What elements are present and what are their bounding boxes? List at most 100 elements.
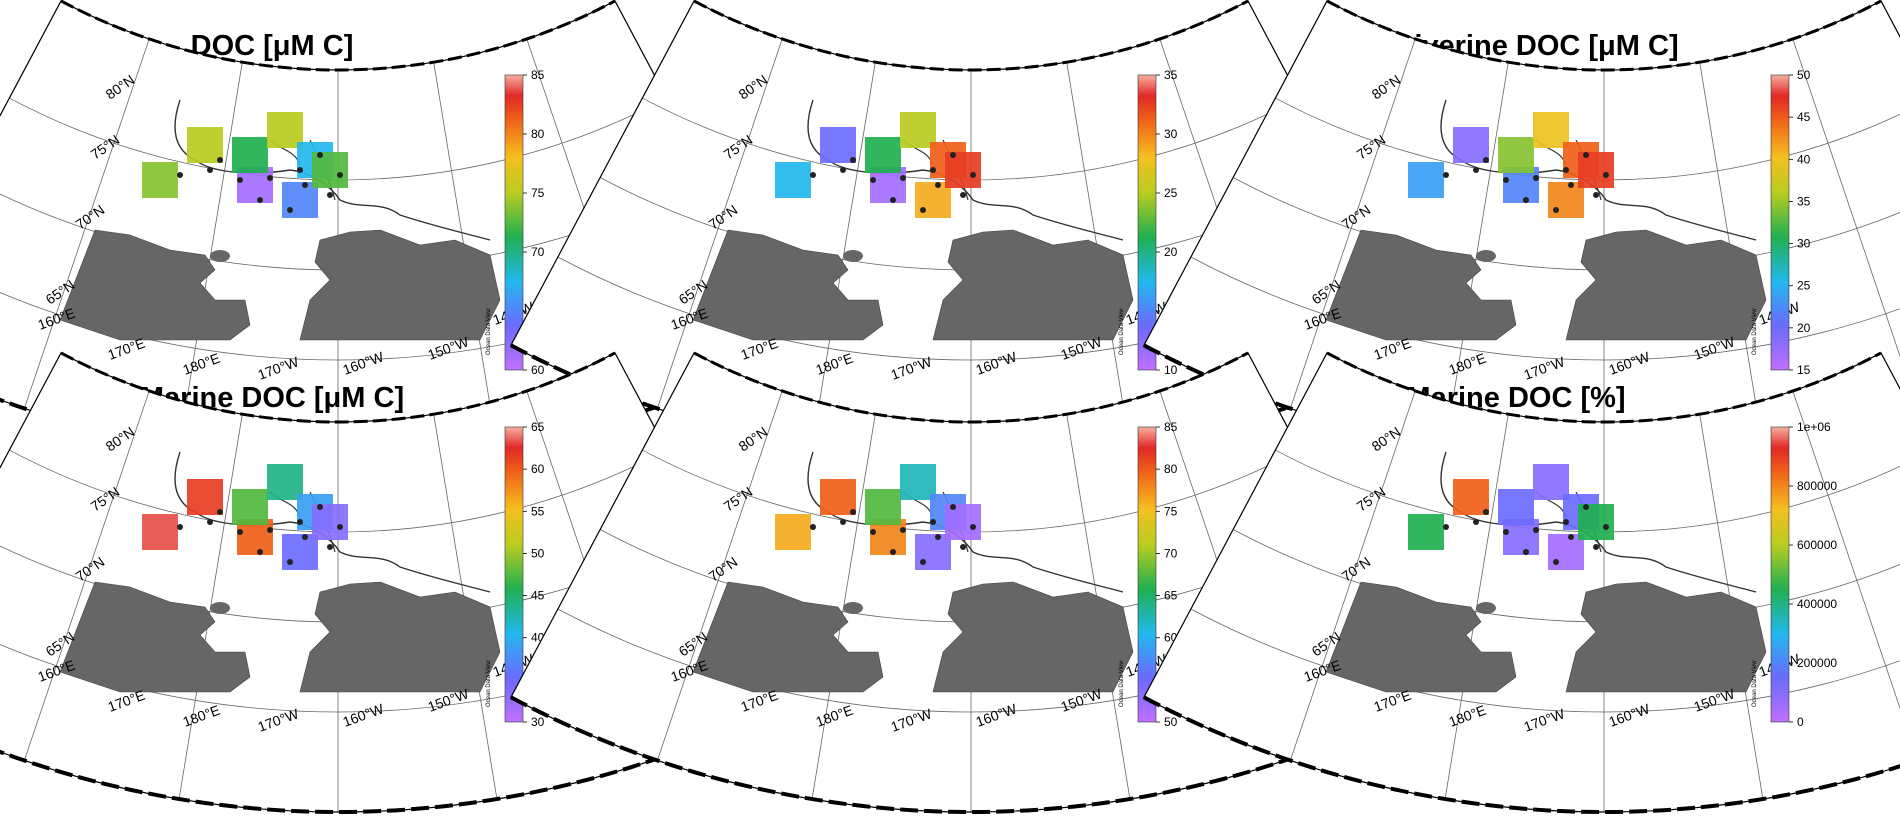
map-frame-top (1326, 351, 1882, 424)
station-dot (1533, 175, 1539, 181)
colorbar-tick-label: 15 (1797, 363, 1811, 377)
colorbar-tick-label: 1e+06 (1797, 420, 1831, 434)
data-cell (1453, 127, 1489, 163)
data-cell (142, 514, 178, 550)
station-dot (287, 207, 293, 213)
map-frame-top (693, 351, 1249, 424)
odv-watermark: Ocean Data View (486, 308, 492, 355)
data-cell (187, 479, 223, 515)
station-dot (207, 519, 213, 525)
odv-watermark: Ocean Data View (1752, 660, 1758, 707)
colorbar-tick-label: 50 (1164, 715, 1178, 729)
land-chukotka (692, 229, 884, 341)
station-dot (217, 157, 223, 163)
colorbar-tick-label: 20 (1164, 245, 1178, 259)
data-cell (865, 137, 901, 173)
station-dot (920, 207, 926, 213)
station-dot (1443, 172, 1449, 178)
station-dot (317, 504, 323, 510)
data-cell (945, 504, 981, 540)
colorbar-tick-label: 30 (1797, 237, 1811, 251)
station-dot (1523, 549, 1529, 555)
station-dot (1593, 544, 1599, 550)
station-dot (257, 197, 263, 203)
land-chukotka (1325, 229, 1517, 341)
station-dot (1473, 167, 1479, 173)
station-dot (1583, 152, 1589, 158)
map-ocean (1143, 0, 1900, 460)
station-dot (1568, 534, 1574, 540)
station-dot (810, 524, 816, 530)
colorbar-tick-label: 75 (1164, 504, 1178, 518)
station-dot (930, 167, 936, 173)
data-cell (1578, 504, 1614, 540)
station-dot (1583, 504, 1589, 510)
colorbar-tick-label: 85 (531, 68, 545, 82)
station-dot (297, 519, 303, 525)
map-frame-top (60, 351, 616, 424)
station-dot (1503, 529, 1509, 535)
longitude-gridline (23, 390, 150, 761)
colorbar-tick-label: 85 (1164, 420, 1178, 434)
data-cell (820, 479, 856, 515)
land-chukotka (1325, 581, 1517, 693)
station-dot (1483, 509, 1489, 515)
station-dot (207, 167, 213, 173)
wrangel-island (1476, 250, 1496, 262)
colorbar-tick-label: 400000 (1797, 597, 1837, 611)
land-alaska (932, 229, 1134, 341)
station-dot (1593, 192, 1599, 198)
longitude-gridline (1792, 38, 1900, 409)
station-dot (960, 544, 966, 550)
map-ocean (1143, 352, 1900, 812)
data-cell (312, 152, 348, 188)
colorbar-tick-label: 50 (1797, 68, 1811, 82)
station-dot (900, 175, 906, 181)
station-dot (287, 559, 293, 565)
colorbar-tick-label: 600000 (1797, 538, 1837, 552)
odv-watermark: Ocean Data View (1752, 308, 1758, 355)
station-dot (302, 534, 308, 540)
colorbar (504, 74, 524, 371)
station-dot (810, 172, 816, 178)
data-cell (1578, 152, 1614, 188)
panel-title: DOC [μM C] (191, 30, 354, 62)
data-cell (1408, 514, 1444, 550)
station-dot (970, 524, 976, 530)
station-dot (217, 509, 223, 515)
map-frame-top (1326, 0, 1882, 72)
data-cell (1498, 137, 1534, 173)
colorbar-tick-label: 25 (1797, 279, 1811, 293)
station-dot (1603, 524, 1609, 530)
colorbar-tick-label: 35 (1164, 68, 1178, 82)
station-dot (267, 175, 273, 181)
colorbar-tick-label: 70 (1164, 546, 1178, 560)
station-dot (302, 182, 308, 188)
data-cell (1498, 489, 1534, 525)
odv-watermark: Ocean Data View (486, 660, 492, 707)
station-dot (1563, 167, 1569, 173)
station-dot (1533, 527, 1539, 533)
land-alaska (299, 581, 501, 693)
station-dot (337, 524, 343, 530)
data-cell (1408, 162, 1444, 198)
colorbar-tick-label: 65 (1164, 589, 1178, 603)
station-dot (950, 504, 956, 510)
longitude-gridline (656, 390, 783, 761)
panel-c: Riverine DOC [%](c)80°N75°N70°N65°N160°E… (1142, 0, 1900, 462)
wrangel-island (1476, 602, 1496, 614)
colorbar-tick-label: 60 (531, 462, 545, 476)
station-dot (1443, 524, 1449, 530)
station-dot (850, 509, 856, 515)
station-dot (920, 559, 926, 565)
station-dot (890, 197, 896, 203)
data-cell (232, 137, 268, 173)
land-alaska (299, 229, 501, 341)
station-dot (1523, 197, 1529, 203)
colorbar-tick-label: 45 (1797, 110, 1811, 124)
colorbar-tick-label: 55 (531, 504, 545, 518)
colorbar (1770, 426, 1790, 723)
longitude-gridline (23, 38, 150, 409)
land-alaska (932, 581, 1134, 693)
data-cell (187, 127, 223, 163)
